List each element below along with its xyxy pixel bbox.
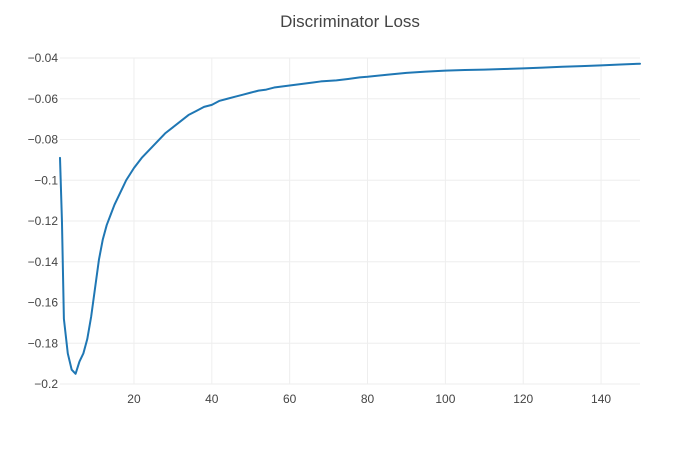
x-tick-label: 40 <box>205 392 219 406</box>
y-tick-label: −0.14 <box>28 255 59 269</box>
y-tick-label: −0.16 <box>28 296 59 310</box>
series-line <box>59 62 641 375</box>
y-tick-label: −0.18 <box>28 336 59 350</box>
x-tick-label: 80 <box>361 392 375 406</box>
y-tick-label: −0.2 <box>34 377 58 391</box>
chart-title: Discriminator Loss <box>280 12 420 31</box>
grid <box>60 57 640 385</box>
tick-labels: −0.04 −0.06 −0.08 −0.1 −0.12 −0.14 −0.16 −0.18 −… <box>28 51 612 406</box>
x-tick-label: 60 <box>283 392 297 406</box>
series-layer <box>59 62 641 375</box>
x-tick-label: 140 <box>591 392 611 406</box>
y-tick-label: −0.04 <box>28 51 59 65</box>
y-tick-label: −0.12 <box>28 214 59 228</box>
y-tick-label: −0.06 <box>28 92 59 106</box>
y-tick-label: −0.08 <box>28 133 59 147</box>
x-tick-label: 20 <box>127 392 141 406</box>
x-tick-label: 100 <box>435 392 455 406</box>
y-tick-label: −0.1 <box>34 173 58 187</box>
x-tick-label: 120 <box>513 392 533 406</box>
